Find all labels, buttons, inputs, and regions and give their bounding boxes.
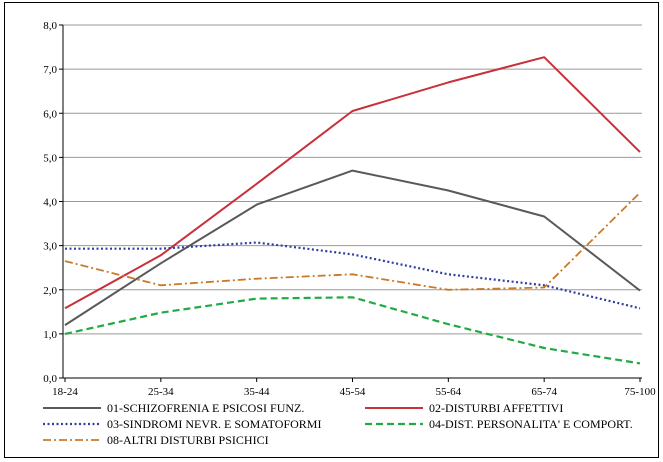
series-lines [64,56,641,365]
y-tick-label: 1,0 [43,329,57,341]
y-tick-label: 7,0 [43,64,57,76]
y-tick-label: 3,0 [43,241,57,253]
legend-label: 08-ALTRI DISTURBI PSICHICI [107,433,269,447]
legend-label: 02-DISTURBI AFFETTIVI [429,401,563,415]
series-line-3 [65,241,641,310]
series-line-4 [64,296,641,365]
y-tick-label: 2,0 [43,285,57,297]
legend: 01-SCHIZOFRENIA E PSICOSI FUNZ. 02-DISTUR… [43,401,633,447]
x-tick-label: 55-64 [435,386,461,398]
series-line-2 [64,56,641,310]
x-tick-label: 75-100 [624,386,656,398]
y-tick-label: 0,0 [43,373,57,385]
series-line-5 [64,192,641,291]
series-line-1 [64,169,641,326]
gridlines [63,24,642,335]
legend-label: 03-SINDROMI NEVR. E SOMATOFORMI [107,417,321,431]
x-tick-label: 35-44 [244,386,270,398]
legend-label: 01-SCHIZOFRENIA E PSICOSI FUNZ. [107,401,304,415]
chart-frame: 0,0 1,0 2,0 3,0 4,0 5,0 6,0 7,0 8,0 18-24 25-34 35-… [4,2,659,458]
x-tick-label: 18-24 [52,386,78,398]
y-tick-label: 8,0 [43,20,57,32]
line-chart: 0,0 1,0 2,0 3,0 4,0 5,0 6,0 7,0 8,0 18-24 25-34 35-… [43,20,656,447]
y-tick-label: 6,0 [43,108,57,120]
y-tick-label: 4,0 [43,197,57,209]
y-tick-label: 5,0 [43,152,57,164]
x-tick-label: 25-34 [148,386,174,398]
x-tick-label: 65-74 [531,386,557,398]
legend-label: 04-DIST. PERSONALITA' E COMPORT. [429,417,633,431]
axes: 0,0 1,0 2,0 3,0 4,0 5,0 6,0 7,0 8,0 18-24 25-34 35-… [43,20,656,398]
x-tick-label: 45-54 [340,386,366,398]
